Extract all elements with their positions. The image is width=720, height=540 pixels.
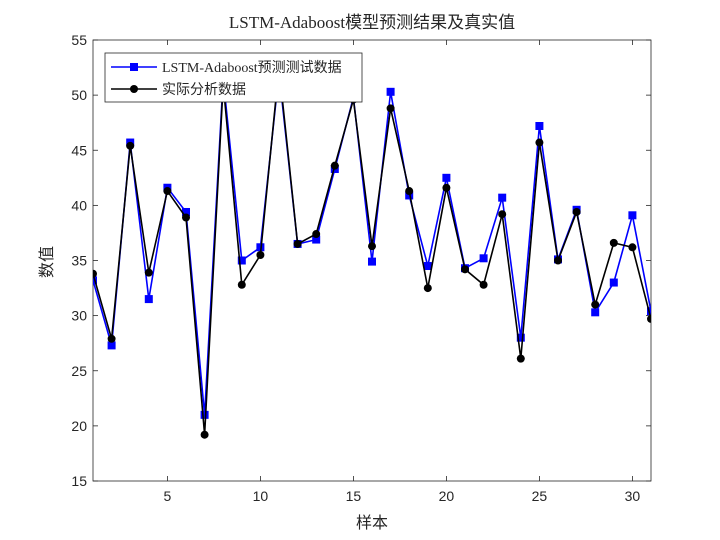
data-point xyxy=(126,141,135,150)
y-tick-label: 45 xyxy=(71,142,87,158)
data-point xyxy=(498,193,507,202)
series-1 xyxy=(93,63,651,439)
data-point xyxy=(628,211,637,220)
series-layer xyxy=(93,63,651,439)
y-tick-label: 35 xyxy=(71,253,87,269)
x-axis-label: 样本 xyxy=(356,514,388,532)
y-tick-label: 40 xyxy=(71,197,87,213)
plot-area: 15 20 25 30 35 40 45 50 55 5 10 15 20 25 30 xyxy=(71,32,652,504)
data-point xyxy=(200,410,209,419)
data-point xyxy=(498,210,507,219)
y-axis-label: 数值 xyxy=(38,246,56,278)
x-tick-label: 30 xyxy=(625,488,641,504)
data-point xyxy=(144,268,153,277)
legend-box xyxy=(104,52,363,103)
data-point xyxy=(368,257,376,266)
data-point xyxy=(386,87,395,96)
chart-title: LSTM-Adaboost模型预测结果及真实值 xyxy=(229,13,515,32)
data-point xyxy=(368,242,376,251)
legend-label-actual: 实际分析数据 xyxy=(162,82,246,98)
y-tick-label: 20 xyxy=(71,418,87,434)
x-axis: 5 10 15 20 25 30 xyxy=(164,40,641,504)
data-point xyxy=(591,300,600,309)
y-tick-label: 25 xyxy=(71,363,87,379)
data-point xyxy=(93,269,97,278)
y-tick-label: 55 xyxy=(71,32,87,48)
data-point xyxy=(442,173,451,182)
data-point xyxy=(144,295,153,304)
y-tick-label: 30 xyxy=(71,308,87,324)
data-point xyxy=(591,308,600,317)
y-axis: 15 20 25 30 35 40 45 50 55 xyxy=(71,32,651,489)
data-point xyxy=(256,250,265,259)
data-point xyxy=(535,121,544,130)
data-point xyxy=(479,254,488,263)
legend: LSTM-Adaboost预测测试数据 实际分析数据 xyxy=(104,52,363,103)
data-point xyxy=(535,138,544,147)
legend-label-predicted: LSTM-Adaboost预测测试数据 xyxy=(162,60,342,76)
legend-item-predicted: LSTM-Adaboost预测测试数据 xyxy=(111,60,342,76)
data-point xyxy=(293,239,302,248)
data-point xyxy=(107,341,116,350)
square-marker-icon xyxy=(130,63,138,71)
data-point xyxy=(200,430,209,439)
data-point xyxy=(461,265,469,274)
data-point xyxy=(182,213,190,222)
data-point xyxy=(647,314,651,323)
data-point xyxy=(554,256,562,265)
y-tick-label: 15 xyxy=(71,473,87,489)
data-point xyxy=(609,278,618,287)
data-point xyxy=(330,161,339,170)
data-point xyxy=(312,235,321,244)
x-tick-label: 20 xyxy=(439,488,455,504)
legend-item-actual: 实际分析数据 xyxy=(111,82,246,98)
data-point xyxy=(163,187,172,196)
data-point xyxy=(237,256,246,265)
data-point xyxy=(572,207,581,216)
x-tick-label: 15 xyxy=(346,488,362,504)
data-point xyxy=(405,191,414,200)
circle-marker-icon xyxy=(130,85,138,93)
x-tick-label: 10 xyxy=(253,488,269,504)
data-point xyxy=(182,207,190,216)
y-tick-label: 50 xyxy=(71,87,87,103)
x-tick-label: 25 xyxy=(532,488,548,504)
data-point xyxy=(312,230,321,239)
data-point xyxy=(423,262,432,271)
data-point xyxy=(479,280,488,289)
x-tick-label: 5 xyxy=(164,488,172,504)
data-point xyxy=(423,284,432,293)
data-point xyxy=(107,334,116,343)
data-point xyxy=(237,280,246,289)
data-point xyxy=(405,187,414,196)
data-point xyxy=(516,354,525,363)
data-point xyxy=(628,243,637,252)
data-point xyxy=(516,333,525,342)
data-point xyxy=(442,183,451,192)
data-point xyxy=(609,238,618,247)
data-point xyxy=(386,104,395,113)
